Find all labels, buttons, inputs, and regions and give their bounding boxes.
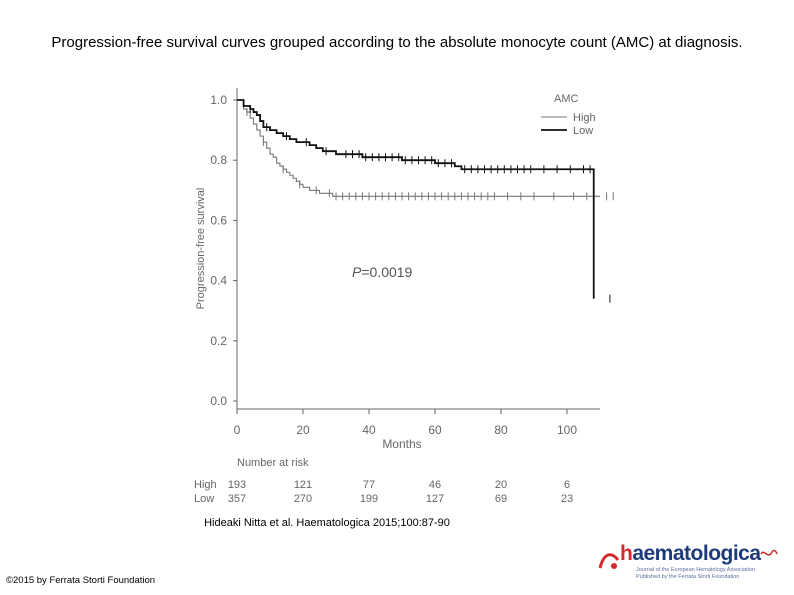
x-axis-label: Months xyxy=(382,437,421,451)
logo-mark-icon xyxy=(598,553,620,569)
risk-value: 46 xyxy=(429,479,441,491)
haematologica-logo: haematologica Journal of the European He… xyxy=(598,540,788,582)
x-tick-label: 40 xyxy=(362,423,376,437)
x-tick-label: 80 xyxy=(494,423,508,437)
y-tick-label: 1.0 xyxy=(210,93,227,107)
x-tick-label: 20 xyxy=(296,423,310,437)
risk-value: 127 xyxy=(426,493,444,505)
logo-rest: aematologica xyxy=(632,542,761,565)
x-tick-label: 60 xyxy=(428,423,442,437)
risk-value: 6 xyxy=(564,479,570,491)
y-tick-label: 0.2 xyxy=(210,334,227,348)
slide-title: Progression-free survival curves grouped… xyxy=(51,34,743,51)
risk-value: 69 xyxy=(495,493,507,505)
logo-wordmark: haematologica xyxy=(620,542,761,566)
risk-value: 193 xyxy=(228,479,246,491)
y-tick-label: 0.8 xyxy=(210,153,227,167)
logo-tagline-1: Journal of the European Hematology Assoc… xyxy=(636,567,755,573)
series-high-curve xyxy=(237,99,600,197)
legend-label-high: High xyxy=(573,112,596,124)
logo-tagline-2: Published by the Ferrata Storti Foundati… xyxy=(636,574,740,580)
legend-label-low: Low xyxy=(573,125,593,137)
risk-value: 270 xyxy=(294,493,312,505)
risk-table-title: Number at risk xyxy=(237,457,309,469)
risk-value: 77 xyxy=(363,479,375,491)
censor-marks xyxy=(246,105,614,303)
x-tick-label: 0 xyxy=(234,423,241,437)
logo-decoration-icon xyxy=(760,549,778,556)
series-low-curve xyxy=(237,99,595,299)
risk-value: 199 xyxy=(360,493,378,505)
risk-value: 23 xyxy=(561,493,573,505)
risk-row-label: Low xyxy=(194,493,214,505)
y-tick-label: 0.6 xyxy=(210,213,227,227)
citation: Hideaki Nitta et al. Haematologica 2015;… xyxy=(204,517,450,529)
x-tick-label: 100 xyxy=(557,423,577,437)
risk-table: Number at risk High 193 121 77 46 20 6 Low 357 270… xyxy=(194,457,573,505)
risk-value: 357 xyxy=(228,493,246,505)
y-tick-label: 0.0 xyxy=(210,394,227,408)
logo-h: h xyxy=(620,542,633,565)
risk-value: 121 xyxy=(294,479,312,491)
p-value-text: P=0.0019 xyxy=(352,264,413,280)
y-axis-label: Progression-free survival xyxy=(195,188,207,310)
copyright: ©2015 by Ferrata Storti Foundation xyxy=(6,575,156,586)
risk-row-label: High xyxy=(194,479,217,491)
chart-axes: 0.0 0.2 0.4 0.6 0.8 1.0 0 20 40 60 80 100 Months Prog… xyxy=(195,88,600,451)
legend-title: AMC xyxy=(554,93,579,105)
p-value-annotation: P=0.0019 xyxy=(352,264,413,280)
risk-value: 20 xyxy=(495,479,507,491)
y-tick-label: 0.4 xyxy=(210,274,227,288)
